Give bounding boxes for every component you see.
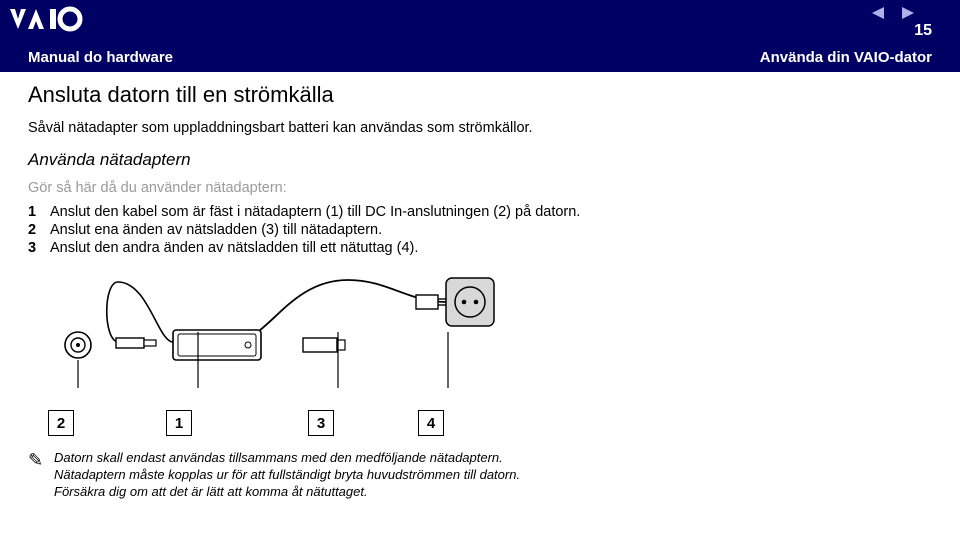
page-title: Ansluta datorn till en strömkälla bbox=[28, 82, 932, 108]
next-page-icon[interactable] bbox=[898, 6, 916, 20]
note-icon: ✎ bbox=[28, 450, 43, 471]
list-item: 2 Anslut ena änden av nätsladden (3) til… bbox=[28, 222, 932, 238]
page-content: Ansluta datorn till en strömkälla Såväl … bbox=[0, 72, 960, 517]
step-number: 3 bbox=[28, 240, 50, 256]
page-number: 15 bbox=[914, 22, 932, 40]
callout-4: 4 bbox=[418, 410, 444, 436]
header-bar: 15 Manual do hardware Använda din VAIO-d… bbox=[0, 0, 960, 72]
steps-list: 1 Anslut den kabel som är fäst i nätadap… bbox=[28, 204, 932, 256]
notes-block: ✎ Datorn skall endast användas tillsamma… bbox=[28, 450, 932, 499]
callout-3: 3 bbox=[308, 410, 334, 436]
header-bottom-row: Manual do hardware Använda din VAIO-dato… bbox=[28, 49, 932, 66]
section-heading: Använda nätadaptern bbox=[28, 150, 932, 170]
section-context: Använda din VAIO-dator bbox=[760, 49, 932, 66]
step-text: Anslut den kabel som är fäst i nätadapte… bbox=[50, 204, 580, 220]
callout-2: 2 bbox=[48, 410, 74, 436]
vaio-logo bbox=[8, 5, 118, 38]
callout-row: 2 1 3 4 bbox=[28, 410, 932, 436]
note-line: Nätadaptern måste kopplas ur för att ful… bbox=[54, 467, 932, 482]
wiring-diagram bbox=[48, 270, 508, 400]
note-line: Försäkra dig om att det är lätt att komm… bbox=[54, 484, 932, 499]
step-number: 1 bbox=[28, 204, 50, 220]
step-text: Anslut den andra änden av nätsladden til… bbox=[50, 240, 418, 256]
step-text: Anslut ena änden av nätsladden (3) till … bbox=[50, 222, 382, 238]
nav-arrows bbox=[870, 6, 916, 20]
callout-1: 1 bbox=[166, 410, 192, 436]
list-item: 1 Anslut den kabel som är fäst i nätadap… bbox=[28, 204, 932, 220]
intro-text: Såväl nätadapter som uppladdningsbart ba… bbox=[28, 120, 932, 136]
lead-text: Gör så här då du använder nätadaptern: bbox=[28, 180, 932, 196]
list-item: 3 Anslut den andra änden av nätsladden t… bbox=[28, 240, 932, 256]
manual-title: Manual do hardware bbox=[28, 49, 173, 66]
step-number: 2 bbox=[28, 222, 50, 238]
note-line: Datorn skall endast användas tillsammans… bbox=[54, 450, 932, 465]
prev-page-icon[interactable] bbox=[870, 6, 888, 20]
